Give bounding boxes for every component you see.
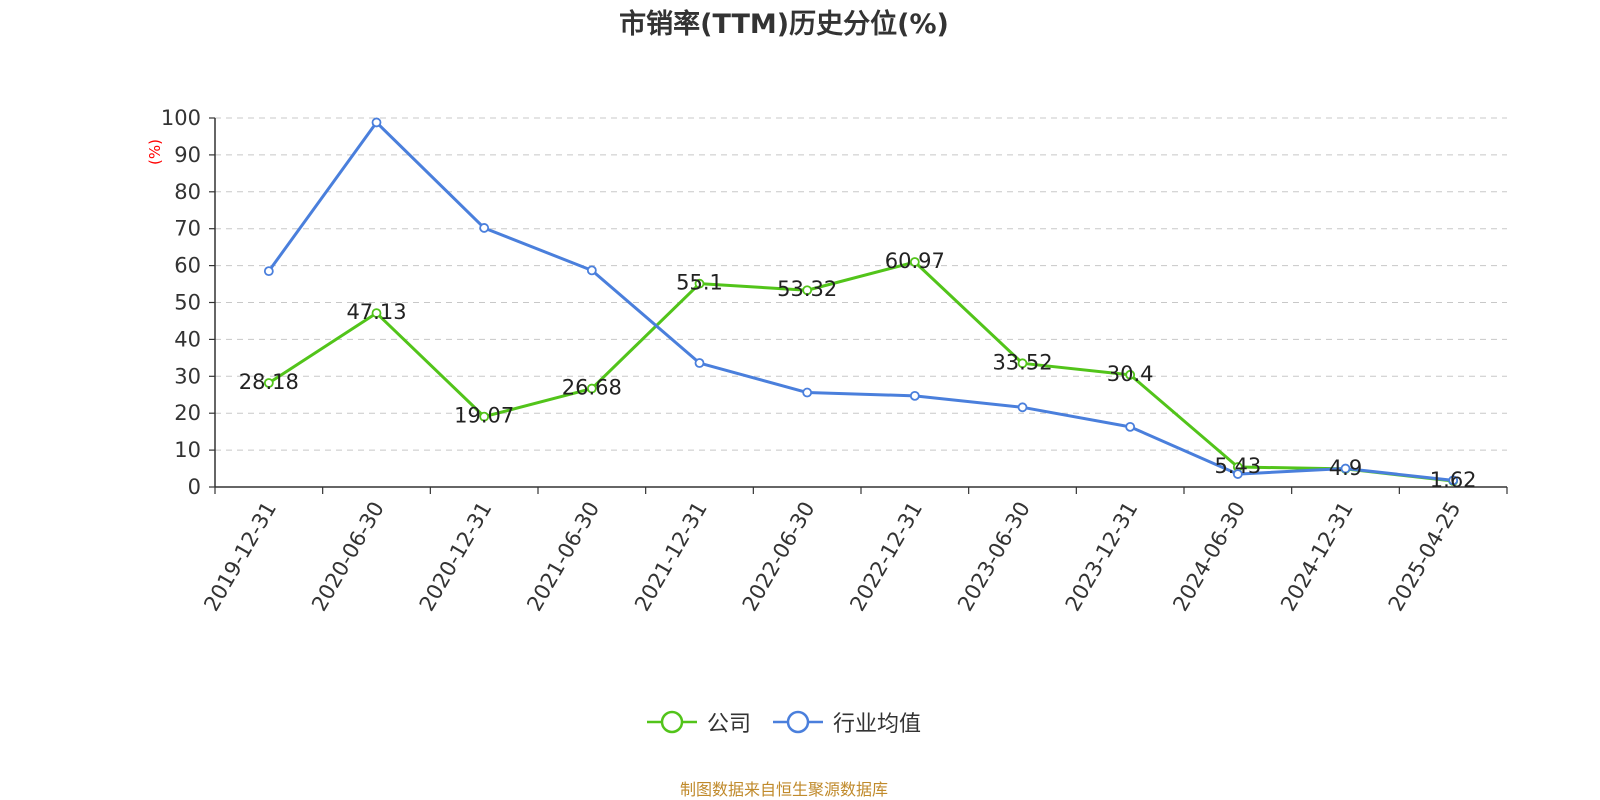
y-tick-label: 50 <box>174 291 201 315</box>
data-point <box>371 308 382 318</box>
data-label: 26.68 <box>562 376 622 400</box>
x-tick-label: 2023-12-31 <box>1061 498 1143 616</box>
y-tick-label: 10 <box>174 438 201 462</box>
data-label: 60.97 <box>885 249 945 273</box>
data-point <box>1125 421 1136 432</box>
data-label: 5.43 <box>1214 454 1261 478</box>
data-label: 33.52 <box>992 350 1052 374</box>
x-tick-label: 2025-04-25 <box>1384 498 1466 616</box>
y-tick-label: 20 <box>174 401 201 425</box>
x-tick-label: 2020-06-30 <box>307 498 389 616</box>
series-lines <box>263 117 1459 486</box>
data-label: 1.62 <box>1430 468 1477 492</box>
x-tick-label: 2022-12-31 <box>845 498 927 616</box>
data-point <box>586 265 597 276</box>
data-point <box>694 358 705 368</box>
y-tick-label: 80 <box>174 180 201 204</box>
y-axis-label: (%) <box>146 139 164 165</box>
legend-item-company[interactable]: 公司 <box>646 706 751 738</box>
data-label: 53.32 <box>777 277 837 301</box>
data-source-note: 制图数据来自恒生聚源数据库 <box>679 780 888 799</box>
x-tick-label: 2024-12-31 <box>1276 498 1358 616</box>
data-point <box>1125 369 1136 380</box>
y-tick-label: 100 <box>161 106 201 130</box>
line-chart: 0 10 20 30 40 50 60 70 80 90 100 2019-12-31 2020-06-… <box>146 106 1508 616</box>
y-tick-label: 60 <box>174 254 201 278</box>
data-label: 19.07 <box>454 404 514 428</box>
data-label: 55.1 <box>676 271 723 295</box>
y-tick-label: 30 <box>174 364 201 388</box>
data-point <box>479 411 490 422</box>
data-label: 4.9 <box>1329 456 1362 480</box>
data-point <box>479 223 490 233</box>
x-tick-label: 2023-06-30 <box>953 498 1035 616</box>
data-point <box>909 257 920 267</box>
y-tick-label: 90 <box>174 143 201 167</box>
data-point <box>1017 358 1028 369</box>
x-tick-label: 2024-06-30 <box>1168 498 1250 616</box>
x-tick-label: 2020-12-31 <box>415 498 497 616</box>
legend-company-marker <box>646 710 697 734</box>
data-point <box>802 285 813 296</box>
data-point <box>694 278 705 289</box>
data-label: 47.13 <box>346 300 406 324</box>
data-labels: 28.18 47.13 19.07 26.68 55.1 53.32 60.97 33.52 3… <box>239 249 1477 492</box>
y-tick-label: 0 <box>188 475 201 499</box>
series-line-1 <box>267 120 1454 482</box>
legend-item-industry[interactable]: 行业均值 <box>773 706 921 738</box>
axes: 0 10 20 30 40 50 60 70 80 90 100 2019-12-31 2020-06-… <box>161 106 1508 616</box>
data-point <box>802 387 813 398</box>
data-label: 28.18 <box>239 370 299 394</box>
x-tick-label: 2021-06-30 <box>522 498 604 616</box>
data-point <box>371 117 382 128</box>
data-point <box>909 390 920 401</box>
data-label: 30.4 <box>1107 362 1154 386</box>
grid-lines <box>215 117 1507 451</box>
legend: 公司 行业均值 <box>0 706 1568 738</box>
data-point <box>263 378 274 388</box>
data-point <box>1448 475 1459 486</box>
y-tick-label: 70 <box>174 217 201 241</box>
chart-title: 市销率(TTM)历史分位(%) <box>619 9 949 40</box>
data-point <box>1017 402 1028 413</box>
x-tick-label: 2021-12-31 <box>630 498 712 616</box>
data-point <box>263 266 274 277</box>
series-line-0 <box>268 260 1454 483</box>
x-tick-label: 2019-12-31 <box>199 498 281 616</box>
data-point <box>1340 463 1351 474</box>
legend-industry-marker <box>773 710 823 734</box>
x-tick-label: 2022-06-30 <box>738 498 820 616</box>
legend-label-industry: 行业均值 <box>833 712 922 737</box>
legend-label-company: 公司 <box>706 712 751 737</box>
data-point <box>586 383 597 394</box>
y-tick-label: 40 <box>174 327 201 351</box>
data-point <box>1232 469 1243 479</box>
